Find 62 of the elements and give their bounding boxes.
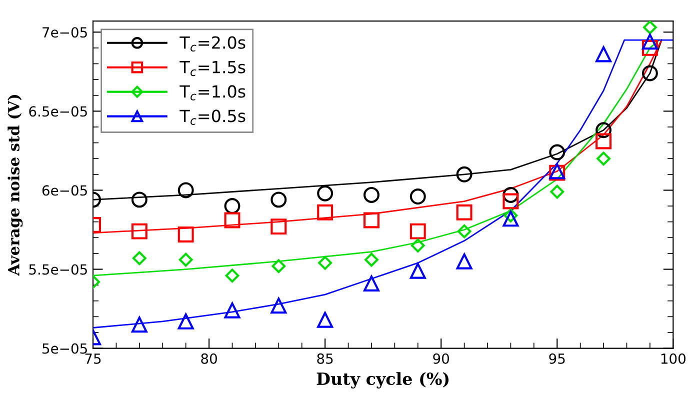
point [410,223,426,240]
point [642,40,658,56]
legend-label: T$_{c}$=1.5s [180,61,246,76]
point [132,251,146,266]
point [270,298,287,314]
x-tick-label: 95 [549,353,565,364]
x-tick-label: 100 [661,353,686,364]
point [178,252,193,267]
point [131,316,148,333]
point [272,259,286,274]
point [502,193,519,210]
y-tick-label: 6.5e−05 [29,106,87,117]
point [410,262,426,279]
point [317,312,334,328]
point [550,184,564,199]
y-axis-title: Average noise std (V) [8,95,23,276]
point [502,186,519,203]
y-tick-label: 5.5e−05 [29,264,87,275]
y-tick-label: 6e−05 [42,185,87,196]
legend-label: T$_{c}$=1.0s [180,85,246,100]
point [224,302,240,318]
point [225,268,240,283]
point [643,21,657,34]
point [363,212,380,228]
point [410,188,426,205]
x-tick-label: 90 [433,353,450,364]
x-tick-label: 80 [201,353,217,364]
point [178,226,194,242]
point [363,275,380,292]
x-tick-label: 75 [85,354,101,364]
point [456,166,472,182]
point [270,192,287,208]
point [642,34,658,50]
point [131,192,148,208]
point [457,224,472,238]
point [549,144,566,160]
y-tick-label: 7e−05 [42,27,87,38]
point [456,204,472,220]
point [364,252,378,267]
point [363,186,380,203]
point [131,223,148,240]
point [410,238,425,252]
point [596,122,612,138]
point [596,152,610,166]
point [178,313,194,330]
point [317,185,334,202]
y-tick-label: 5e−05 [42,343,87,354]
point [502,210,519,227]
point [642,65,658,82]
point [317,204,334,220]
point [178,182,194,198]
x-tick-label: 85 [317,353,333,364]
legend-label: T$_{c}$=0.5s [180,110,246,125]
point [596,46,612,62]
point [224,212,240,228]
point [270,218,287,235]
point [596,133,612,150]
point [224,198,240,214]
legend-label: T$_{c}$=2.0s [180,36,246,52]
point [318,256,332,270]
x-axis-title: Duty cycle (%) [316,372,449,389]
point [456,253,472,270]
